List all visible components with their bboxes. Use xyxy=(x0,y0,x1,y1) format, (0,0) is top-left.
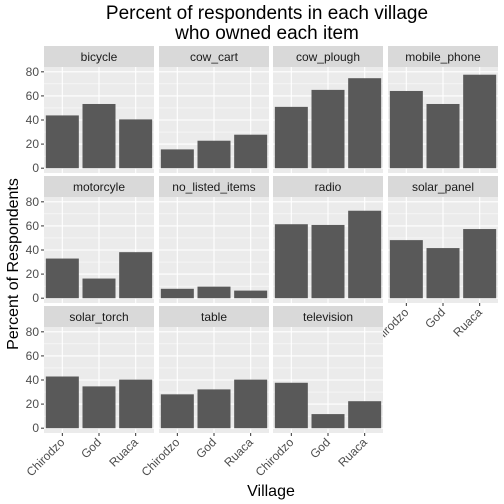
bar-solar_torch-God xyxy=(82,386,116,429)
x-tick-label: Ruaca xyxy=(106,435,141,470)
y-tick-label: 20 xyxy=(26,397,40,411)
facet-strip xyxy=(44,176,154,197)
facet-label: cow_plough xyxy=(296,50,360,64)
bar-mobile_phone-Ruaca xyxy=(463,74,497,169)
bar-cow_cart-Chirodzo xyxy=(160,149,194,169)
facet-table: table Chirodzo God Ruaca xyxy=(139,306,269,479)
bar-bicycle-God xyxy=(82,103,116,169)
facet-radio: radio xyxy=(273,176,383,303)
facet-cow_plough: cow_plough xyxy=(273,46,383,173)
bar-table-God xyxy=(197,389,231,429)
y-tick-label: 60 xyxy=(26,89,40,103)
bar-television-Ruaca xyxy=(348,401,382,429)
x-tick-label: Ruaca xyxy=(450,305,485,340)
bar-cow_cart-God xyxy=(197,140,231,169)
bar-motorcyle-God xyxy=(82,278,116,299)
bar-motorcyle-Ruaca xyxy=(119,252,153,299)
bar-solar_panel-Ruaca xyxy=(463,229,497,299)
y-tick-label: 20 xyxy=(26,137,40,151)
facet-strip xyxy=(44,306,154,327)
bar-radio-Chirodzo xyxy=(274,224,308,299)
bar-radio-Ruaca xyxy=(348,210,382,299)
bar-mobile_phone-Chirodzo xyxy=(389,90,423,169)
facet-strip xyxy=(159,306,269,327)
facet-strip xyxy=(273,176,383,197)
y-tick-label: 40 xyxy=(26,373,40,387)
bar-solar_panel-Chirodzo xyxy=(389,240,423,299)
x-tick-label: God xyxy=(422,305,448,331)
facet-strip xyxy=(44,46,154,67)
x-tick-label: Chirodzo xyxy=(139,435,183,479)
bar-cow_cart-Ruaca xyxy=(234,134,268,169)
x-tick-label: God xyxy=(307,435,333,461)
x-tick-label: God xyxy=(78,435,104,461)
x-tick-label: Ruaca xyxy=(221,435,256,470)
bar-cow_plough-Ruaca xyxy=(348,78,382,169)
y-tick-label: 20 xyxy=(26,267,40,281)
bar-no_listed_items-Ruaca xyxy=(234,290,268,299)
facet-strip xyxy=(388,46,498,67)
facet-label: radio xyxy=(315,180,342,194)
facet-no_listed_items: no_listed_items xyxy=(159,176,269,303)
facet-panels: bicycle 0 20 40 60 80 cow_cart cow_plough mobile… xyxy=(24,46,498,479)
y-tick-label: 80 xyxy=(26,195,40,209)
facet-strip xyxy=(388,176,498,197)
x-tick-label: God xyxy=(193,435,219,461)
facet-mobile_phone: mobile_phone xyxy=(388,46,498,173)
facet-cow_cart: cow_cart xyxy=(159,46,269,173)
facet-label: table xyxy=(201,310,227,324)
facet-television: television Chirodzo God Ruaca xyxy=(253,306,383,479)
y-tick-label: 0 xyxy=(32,161,39,175)
bar-solar_panel-God xyxy=(426,248,460,299)
x-axis-title: Village xyxy=(247,483,295,500)
facet-label: bicycle xyxy=(81,50,118,64)
bar-bicycle-Ruaca xyxy=(119,119,153,169)
facet-strip xyxy=(159,46,269,67)
y-tick-label: 40 xyxy=(26,113,40,127)
bar-motorcyle-Chirodzo xyxy=(45,258,79,299)
bar-cow_plough-Chirodzo xyxy=(274,106,308,169)
facet-label: mobile_phone xyxy=(405,50,481,64)
y-tick-label: 80 xyxy=(26,325,40,339)
bar-solar_torch-Ruaca xyxy=(119,379,153,429)
bar-radio-God xyxy=(311,224,345,299)
facet-solar_torch: solar_torch 0 20 40 60 80 Chirodzo God Ruaca xyxy=(24,306,154,479)
facet-label: television xyxy=(303,310,353,324)
bar-bicycle-Chirodzo xyxy=(45,115,79,169)
y-tick-label: 60 xyxy=(26,219,40,233)
facet-label: solar_torch xyxy=(69,310,128,324)
facet-motorcyle: motorcyle 0 20 40 60 80 xyxy=(26,176,154,305)
y-tick-label: 80 xyxy=(26,65,40,79)
bar-television-God xyxy=(311,414,345,429)
y-tick-label: 40 xyxy=(26,243,40,257)
chart-title-line-2: who owned each item xyxy=(174,23,359,44)
x-tick-label: Ruaca xyxy=(335,435,370,470)
bar-table-Ruaca xyxy=(234,379,268,429)
chart-title-line-1: Percent of respondents in each village xyxy=(106,3,428,24)
facet-strip xyxy=(273,46,383,67)
facet-strip xyxy=(273,306,383,327)
bar-no_listed_items-God xyxy=(197,286,231,299)
x-tick-label: Chirodzo xyxy=(24,435,68,479)
x-tick-label: Chirodzo xyxy=(253,435,297,479)
facet-label: cow_cart xyxy=(190,50,239,64)
bar-mobile_phone-God xyxy=(426,103,460,169)
bar-television-Chirodzo xyxy=(274,382,308,429)
facet-label: no_listed_items xyxy=(172,180,255,194)
facet-bicycle: bicycle 0 20 40 60 80 xyxy=(26,46,154,175)
facet-strip xyxy=(159,176,269,197)
y-tick-label: 60 xyxy=(26,349,40,363)
y-axis-title: Percent of Respondents xyxy=(5,178,22,350)
bar-solar_torch-Chirodzo xyxy=(45,376,79,429)
facet-label: solar_panel xyxy=(412,180,474,194)
bar-cow_plough-God xyxy=(311,89,345,169)
bar-table-Chirodzo xyxy=(160,394,194,429)
y-tick-label: 0 xyxy=(32,421,39,435)
y-tick-label: 0 xyxy=(32,291,39,305)
facet-label: motorcyle xyxy=(73,180,125,194)
bar-no_listed_items-Chirodzo xyxy=(160,288,194,299)
